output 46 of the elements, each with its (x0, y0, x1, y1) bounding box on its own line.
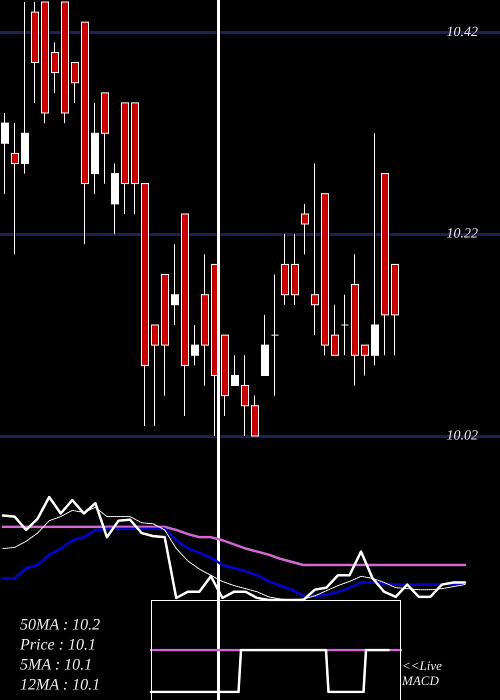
y-tick-label: 10.22 (446, 226, 478, 242)
candlestick (121, 102, 129, 214)
text: 12MA : 10.1 (20, 676, 100, 694)
candlestick (81, 22, 89, 245)
candlestick (31, 2, 39, 104)
candlestick (1, 112, 9, 194)
candlestick (191, 324, 199, 366)
candlestick (371, 132, 379, 366)
candlestick (141, 183, 149, 426)
candlestick (101, 92, 109, 184)
annotation: <<Live MACD (401, 658, 446, 688)
candlestick (201, 254, 209, 386)
candlestick (271, 274, 279, 396)
candlestick (281, 234, 289, 306)
candlestick (11, 122, 19, 255)
candlestick (71, 62, 79, 104)
candlestick (21, 2, 29, 174)
candlestick (261, 314, 269, 376)
candlestick (111, 162, 119, 235)
candlestick (341, 294, 349, 356)
text: Price : 10.1 (19, 636, 96, 654)
candlestick (61, 2, 69, 124)
y-tick-label: 10.02 (446, 428, 478, 444)
candlestick (291, 234, 299, 306)
candlestick (381, 173, 389, 356)
candlestick (181, 213, 189, 416)
candlestick (41, 2, 49, 124)
candlestick (241, 354, 249, 436)
candlestick (131, 102, 139, 214)
candlestick (171, 244, 179, 326)
candlestick (91, 102, 99, 194)
candlestick (161, 274, 169, 396)
candlestick (321, 193, 329, 356)
candlestick (51, 42, 59, 94)
candlestick (351, 254, 359, 386)
candlestick (231, 354, 239, 386)
candlestick (391, 264, 399, 356)
y-tick-label: 10.42 (446, 24, 478, 40)
text: 50MA : 10.2 (20, 616, 100, 634)
candlestick (311, 162, 319, 336)
candlestick (301, 203, 309, 255)
candlestick (361, 344, 369, 376)
candlestick (151, 324, 159, 426)
candlestick (251, 395, 259, 436)
candlestick (331, 304, 339, 356)
text: 5MA : 10.1 (20, 656, 92, 674)
